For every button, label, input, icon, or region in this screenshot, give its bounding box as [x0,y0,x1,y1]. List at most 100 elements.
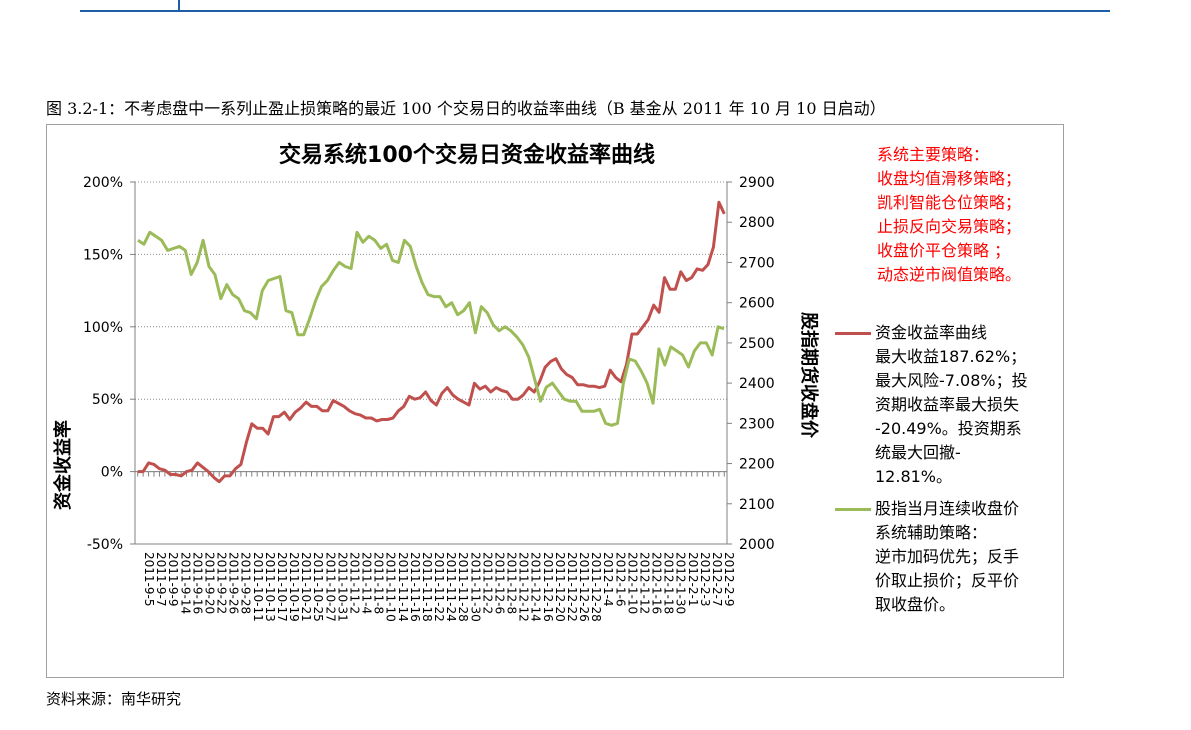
x-tick-label: 2011-11-28 [456,552,470,622]
y-axis-left-label: 资金收益率 [52,420,74,510]
x-tick-label: 2012-1-4 [601,552,615,606]
strategy-line: 动态逆市阀值策略。 [877,265,1022,284]
y2-tick-label: 2700 [739,255,775,271]
x-tick-label: 2011-12-28 [589,552,603,622]
legend-return-line: 最大收益187.62%； [875,347,1027,366]
x-tick-label: 2011-9-14 [178,552,192,614]
legend-return-line: 最大风险-7.08%；投 [875,371,1028,390]
x-tick-label: 2012-2-3 [698,552,712,606]
x-tick-label: 2011-10-25 [311,552,325,622]
x-tick-label: 2011-9-22 [215,552,229,614]
legend-return-line: 资期收益率最大损失 [875,395,1020,414]
strategy-line: 止损反向交易策略； [877,217,1022,236]
x-tick-label: 2011-10-31 [335,552,349,622]
y-tick-label: 0% [101,465,123,481]
x-tick-label: 2011-12-8 [505,552,519,614]
x-tick-label: 2011-9-9 [166,552,180,606]
x-tick-label: 2011-11-30 [468,552,482,622]
x-tick-label: 2011-12-2 [480,552,494,614]
x-tick-label: 2012-2-9 [722,552,736,606]
x-tick-label: 2011-10-27 [323,552,337,622]
header-rule-divider [178,0,180,12]
legend-return-line: 12.81%。 [875,467,953,486]
y-tick-label: 50% [92,392,123,408]
y-tick-label: 100% [83,320,123,336]
x-tick-label: 2011-9-28 [239,552,253,614]
y2-tick-label: 2600 [739,296,775,312]
x-tick-label: 2011-9-20 [202,552,216,614]
legend-index-line: 股指当月连续收盘价 [875,499,1020,518]
x-tick-label: 2011-12-22 [565,552,579,622]
source-note: 资料来源：南华研究 [46,690,182,708]
x-tick-label: 2011-11-16 [408,552,422,622]
y-tick-label: 150% [83,247,123,263]
y2-tick-label: 2800 [739,215,775,231]
x-tick-label: 2011-9-26 [227,552,241,614]
x-tick-label: 2011-10-17 [275,552,289,622]
y2-tick-label: 2900 [739,175,775,191]
strategy-line: 收盘价平仓策略 ； [877,241,1011,260]
legend-index-line: 价取止损价；反平价 [875,571,1020,590]
x-tick-label: 2011-11-24 [444,552,458,622]
strategy-line: 收盘均值滑移策略； [877,169,1022,188]
x-axis-ticks: 2011-9-52011-9-72011-9-92011-9-142011-9-… [142,552,736,622]
y2-tick-label: 2500 [739,336,775,352]
legend-index-text: 股指当月连续收盘价 系统辅助策略： 逆市加码优先；反手 价取止损价；反平价 取收盘价。 [875,497,1055,617]
x-tick-label: 2011-11-18 [420,552,434,622]
legend-index-line: 逆市加码优先；反手 [875,547,1020,566]
return-series-line [137,200,726,484]
figure-caption: 图 3.2-1：不考虑盘中一系列止盈止损策略的最近 100 个交易日的收益率曲线… [46,99,886,118]
y2-tick-label: 2100 [739,497,775,513]
chart-frame: 交易系统100个交易日资金收益率曲线 -50% 0% 50% 100% 150% 200%… [46,124,1064,678]
x-tick-label: 2012-1-12 [637,552,651,614]
x-tick-label: 2011-12-14 [529,552,543,622]
x-tick-label: 2011-10-13 [263,552,277,622]
strategy-annotation: 系统主要策略： 收盘均值滑移策略； 凯利智能仓位策略； 止损反向交易策略； 收盘价平仓策… [877,143,1021,287]
legend-return-swatch [835,332,871,335]
y-tick-label: 200% [83,175,123,191]
strategy-line: 系统主要策略： [877,145,990,164]
legend-return-line: 统最大回撤- [875,443,961,462]
y-axis-left-ticks: -50% 0% 50% 100% 150% 200% [83,175,123,553]
series-lines [137,200,726,484]
x-tick-label: 2011-11-22 [432,552,446,622]
x-tick-label: 2012-1-30 [674,552,688,614]
x-tick-label: 2011-10-19 [287,552,301,622]
x-tick-label: 2011-11-8 [372,552,386,614]
x-tick-label: 2012-1-16 [650,552,664,614]
legend-index-swatch [835,508,871,511]
x-tick-label: 2011-12-12 [517,552,531,622]
legend-return-text: 资金收益率曲线 最大收益187.62%； 最大风险-7.08%；投 资期收益率最大损失… [875,321,1055,489]
y2-tick-label: 2300 [739,416,775,432]
y-axis-right-ticks: 2000 2100 2200 2300 2400 2500 2600 2700 2800 2900 [739,175,775,553]
chart-title: 交易系统100个交易日资金收益率曲线 [279,142,655,168]
y-axis-right-label: 股指期货收盘价 [798,311,820,439]
legend-index-line: 系统辅助策略： [875,523,988,542]
index-series-line [137,230,725,427]
x-tick-label: 2011-12-26 [577,552,591,622]
y-tick-label: -50% [87,537,123,553]
x-tick-label: 2011-12-20 [553,552,567,622]
strategy-line: 凯利智能仓位策略； [877,193,1022,212]
x-tick-label: 2012-1-6 [613,552,627,606]
axes [130,181,732,545]
chart-svg: 交易系统100个交易日资金收益率曲线 -50% 0% 50% 100% 150% 200%… [52,142,820,622]
legend-return-line: -20.49%。投资期系 [875,419,1022,438]
x-tick-label: 2011-12-6 [492,552,506,614]
y2-tick-label: 2200 [739,457,775,473]
x-tick-label: 2011-12-16 [541,552,555,622]
x-tick-label: 2012-2-7 [710,552,724,606]
x-tick-label: 2011-11-4 [360,552,374,614]
x-tick-label: 2012-1-10 [625,552,639,614]
x-tick-label: 2012-2-1 [686,552,700,606]
legend-index-line: 取收盘价。 [875,595,956,614]
x-tick-label: 2011-9-16 [190,552,204,614]
y2-tick-label: 2400 [739,376,775,392]
x-tick-label: 2011-9-7 [154,552,168,606]
x-tick-label: 2011-11-14 [396,552,410,622]
y2-tick-label: 2000 [739,537,775,553]
x-tick-label: 2011-11-2 [347,552,361,614]
x-tick-label: 2011-10-11 [251,552,265,622]
x-tick-label: 2012-1-18 [662,552,676,614]
x-tick-label: 2011-10-21 [299,552,313,622]
